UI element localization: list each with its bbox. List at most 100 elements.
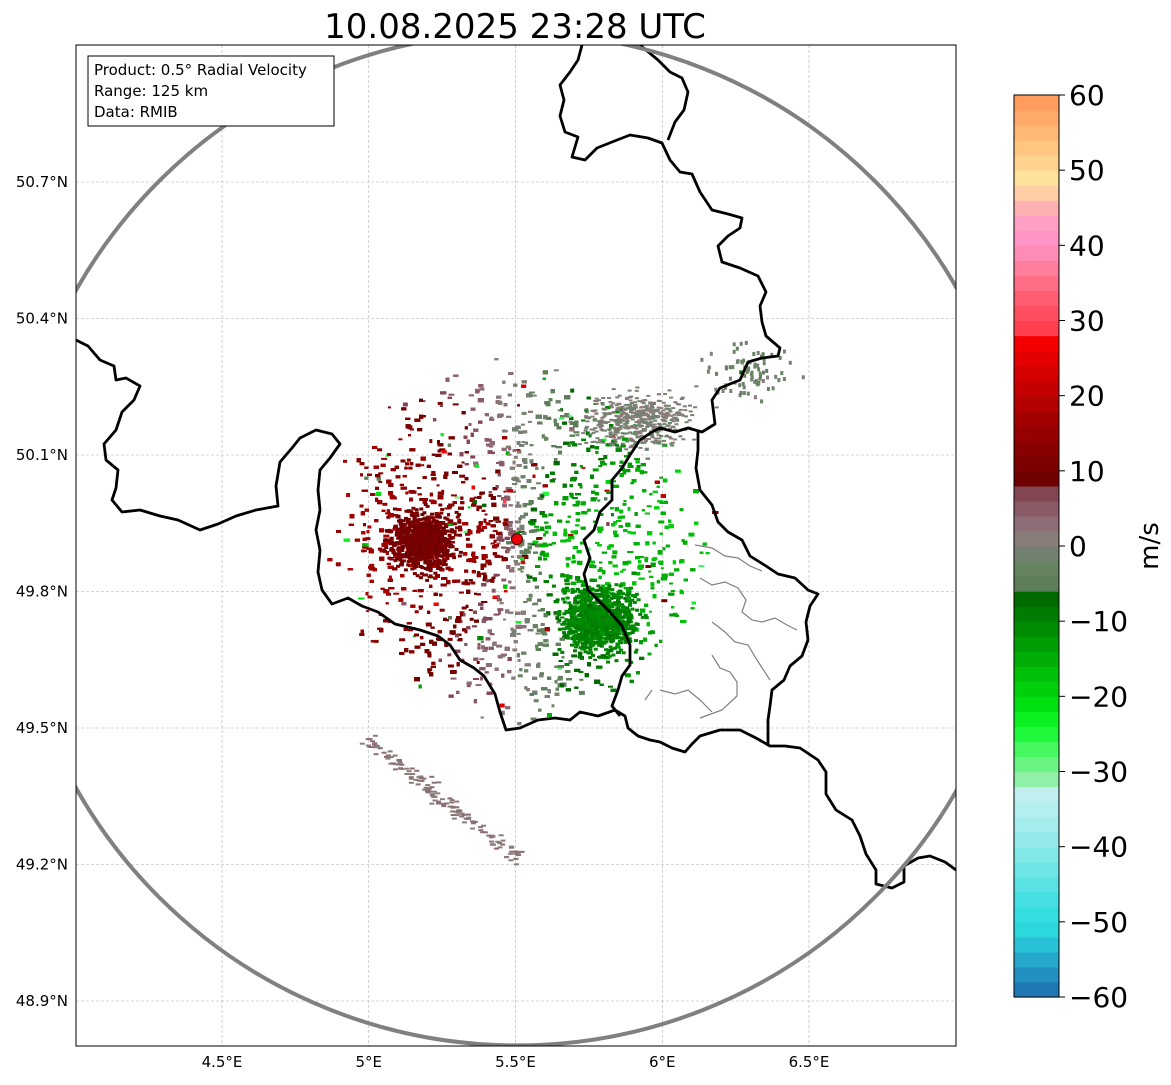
echo-pixel	[379, 557, 384, 561]
echo-pixel	[435, 454, 441, 457]
echo-pixel	[519, 525, 524, 528]
echo-pixel	[449, 436, 455, 439]
echo-pixel	[544, 613, 548, 617]
echo-pixel	[610, 507, 614, 509]
echo-pixel	[407, 622, 412, 624]
echo-pixel	[568, 445, 571, 447]
echo-pixel	[473, 462, 478, 465]
echo-pixel	[364, 477, 368, 480]
echo-pixel	[636, 671, 640, 674]
echo-pixel	[427, 465, 431, 468]
echo-pixel	[489, 494, 493, 497]
echo-pixel	[616, 643, 620, 646]
echo-pixel	[570, 435, 575, 437]
echo-pixel	[647, 531, 652, 535]
echo-pixel	[415, 610, 419, 613]
echo-pixel	[386, 602, 389, 604]
echo-pixel	[613, 531, 617, 535]
echo-pixel	[630, 680, 634, 683]
echo-pixel	[572, 555, 575, 559]
echo-pixel	[566, 521, 570, 523]
echo-pixel	[574, 669, 580, 672]
echo-pixel	[473, 611, 477, 614]
echo-pixel	[419, 685, 422, 689]
echo-pixel	[564, 529, 567, 532]
echo-pixel	[473, 658, 478, 661]
echo-pixel	[525, 663, 531, 666]
echo-pixel	[431, 477, 436, 480]
echo-pixel	[471, 433, 474, 437]
echo-pixel	[500, 462, 505, 466]
echo-pixel	[374, 466, 379, 469]
echo-pixel	[406, 424, 411, 428]
echo-pixel	[540, 495, 544, 498]
echo-pixel	[553, 653, 559, 656]
echo-pixel	[581, 501, 586, 505]
echo-pixel	[521, 475, 526, 478]
echo-pixel	[464, 570, 468, 573]
echo-pixel	[456, 616, 461, 620]
echo-pixel	[504, 590, 507, 592]
echo-pixel	[379, 528, 384, 532]
echo-pixel	[362, 490, 368, 492]
echo-pixel	[554, 369, 559, 371]
echo-pixel	[636, 525, 641, 528]
echo-pixel	[566, 688, 571, 691]
echo-pixel	[482, 554, 488, 558]
echo-pixel	[542, 514, 547, 517]
echo-pixel	[460, 501, 464, 504]
echo-pixel	[587, 509, 591, 512]
echo-pixel	[595, 446, 599, 449]
echo-pixel	[481, 583, 486, 586]
echo-pixel	[420, 643, 425, 646]
echo-pixel	[558, 451, 562, 455]
echo-pixel	[508, 372, 513, 375]
echo-pixel	[480, 677, 483, 681]
echo-pixel	[645, 541, 649, 545]
echo-pixel	[513, 461, 516, 465]
echo-pixel	[461, 481, 465, 483]
echo-pixel	[481, 573, 486, 575]
echo-pixel	[477, 636, 483, 640]
echo-pixel	[638, 560, 641, 563]
echo-pixel	[376, 492, 381, 496]
echo-pixel	[496, 574, 500, 576]
echo-pixel	[403, 403, 408, 407]
echo-pixel	[362, 547, 368, 549]
echo-pixel	[565, 670, 570, 673]
echo-pixel	[388, 579, 393, 582]
echo-pixel	[642, 489, 646, 492]
echo-pixel	[661, 599, 667, 602]
echo-pixel	[564, 579, 569, 582]
echo-pixel	[459, 475, 465, 478]
echo-pixel	[470, 618, 474, 621]
echo-pixel	[471, 408, 476, 411]
echo-pixel	[522, 412, 527, 415]
echo-pixel	[612, 555, 617, 558]
echo-pixel	[525, 618, 530, 622]
echo-pixel	[512, 483, 517, 485]
echo-pixel	[659, 640, 662, 643]
echo-pixel	[554, 458, 557, 461]
echo-pixel	[448, 397, 452, 399]
echo-pixel	[574, 471, 578, 474]
echo-pixel	[438, 630, 442, 633]
echo-pixel	[360, 505, 364, 508]
echo-pixel	[574, 421, 578, 424]
echo-pixel	[367, 474, 372, 476]
echo-pixel	[602, 439, 606, 441]
echo-pixel	[490, 441, 495, 445]
echo-pixel	[630, 496, 634, 499]
echo-pixel	[577, 550, 582, 553]
echo-pixel	[470, 582, 475, 585]
echo-pixel	[578, 652, 582, 656]
echo-pixel	[529, 392, 535, 394]
echo-pixel	[543, 543, 547, 547]
echo-pixel	[497, 598, 502, 601]
echo-pixel	[569, 427, 574, 431]
echo-pixel	[486, 637, 491, 640]
echo-pixel	[453, 403, 459, 405]
echo-pixel	[559, 660, 563, 662]
echo-pixel	[517, 464, 522, 467]
